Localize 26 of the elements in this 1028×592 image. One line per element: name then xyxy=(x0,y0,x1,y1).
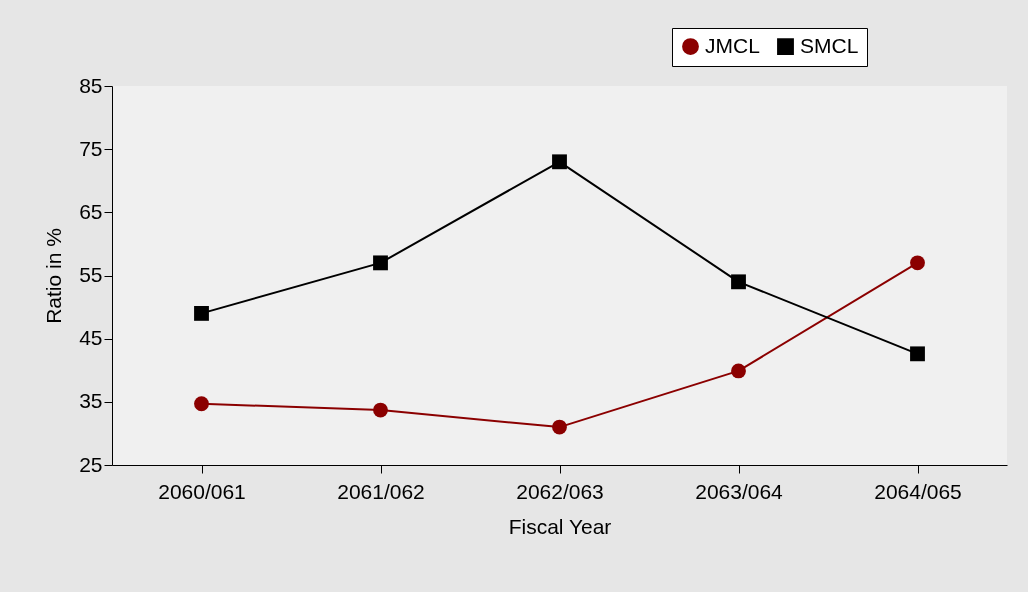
point xyxy=(194,305,209,321)
point xyxy=(910,255,925,271)
point xyxy=(373,402,388,418)
y-tick-label: 75 xyxy=(79,136,103,160)
point xyxy=(731,274,746,290)
point xyxy=(552,419,567,435)
y-tick-label: 35 xyxy=(79,389,103,413)
point xyxy=(373,255,388,271)
point xyxy=(910,346,925,362)
legend-label: JMCL xyxy=(705,33,760,57)
point xyxy=(194,396,209,412)
y-tick-label: 85 xyxy=(79,73,103,97)
y-tick-label: 25 xyxy=(79,452,103,476)
y-tick-label: 45 xyxy=(79,326,103,350)
point xyxy=(552,154,567,170)
x-axis-title: Fiscal Year xyxy=(508,514,612,538)
x-tick-label: 2060/061 xyxy=(158,479,246,503)
x-tick-label: 2063/064 xyxy=(695,479,784,503)
y-tick-label: 65 xyxy=(79,199,103,223)
y-tick-label: 55 xyxy=(79,263,103,286)
legend-label: SMCL xyxy=(800,33,859,57)
x-tick-label: 2062/063 xyxy=(516,479,604,503)
x-tick-label: 2064/065 xyxy=(874,479,962,503)
y-axis-title: Ratio in % xyxy=(42,228,66,324)
x-tick-label: 2061/062 xyxy=(337,479,425,503)
point xyxy=(731,363,746,379)
